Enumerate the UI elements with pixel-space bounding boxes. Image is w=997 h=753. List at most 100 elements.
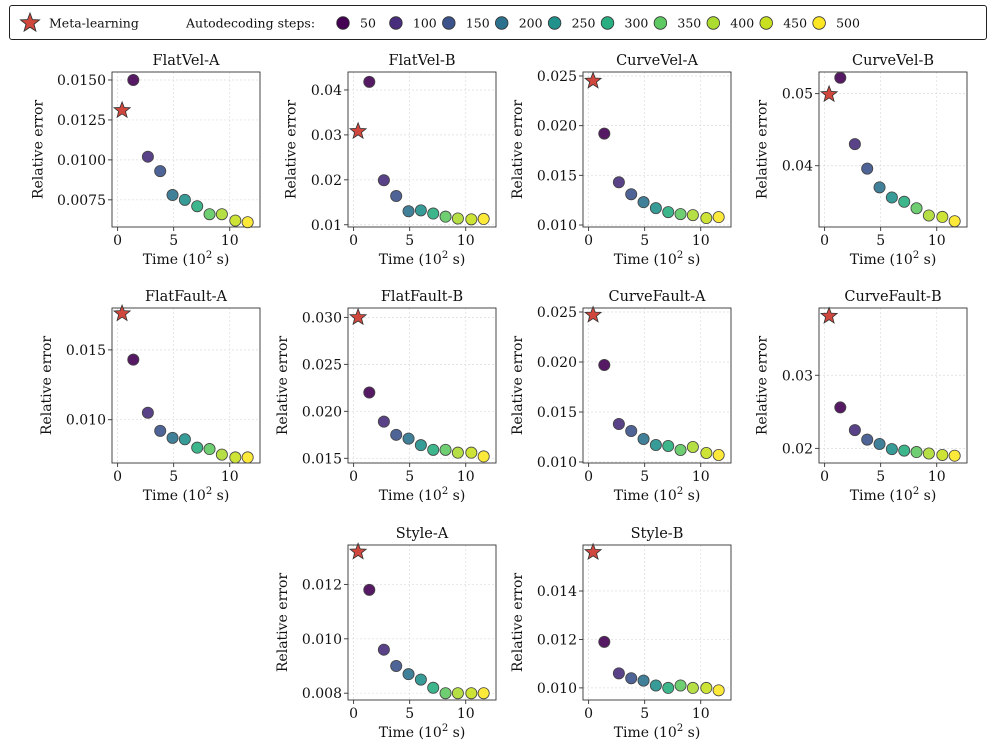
legend-steps-label: Autodecoding steps: <box>185 16 315 31</box>
data-point-step-150 <box>154 424 167 437</box>
x-axis-label: Time (102 s) <box>143 486 230 504</box>
data-point-step-250 <box>649 202 662 215</box>
data-point-step-150 <box>861 433 874 446</box>
x-axis-label-text: Time (10 <box>850 252 913 268</box>
x-axis-label-exponent: 2 <box>913 486 919 497</box>
axes-frame <box>347 307 497 464</box>
x-axis-label-exponent: 2 <box>442 486 448 497</box>
data-point-step-450 <box>936 210 949 223</box>
panel-curvefault-a: 0 5 10 0.010 0.015 0.020 0.025 CurveFault-A Time… <box>510 289 732 504</box>
x-tick-label: 10 <box>457 706 475 722</box>
x-axis-label-text: Time (10 <box>614 252 677 268</box>
y-tick-label: 0.015 <box>66 343 106 359</box>
panel-title: Style-A <box>396 526 449 542</box>
data-point-step-100 <box>141 406 154 419</box>
y-axis-label: Relative error <box>275 336 291 435</box>
y-tick-label: 0.04 <box>782 159 813 175</box>
x-axis-label-text: s) <box>683 252 700 268</box>
y-axis-label: Relative error <box>284 100 300 199</box>
axes-frame <box>818 307 968 464</box>
x-axis-label-exponent: 2 <box>206 486 212 497</box>
data-point-step-500 <box>712 684 725 697</box>
x-tick-label: 5 <box>640 233 649 249</box>
data-point-step-450 <box>465 213 478 226</box>
y-tick-label: 0.014 <box>537 584 577 600</box>
data-point-step-350 <box>203 208 216 221</box>
data-point-step-400 <box>451 212 464 225</box>
data-point-step-500 <box>477 687 490 700</box>
panel-flatvel-a: 0 5 10 0.0075 0.0100 0.0125 0.0150 FlatVel-A Tim… <box>30 53 261 268</box>
x-axis-label: Time (102 s) <box>379 723 466 741</box>
data-point-step-200 <box>873 181 886 194</box>
data-point-step-50 <box>834 71 847 84</box>
data-point-step-150 <box>861 162 874 175</box>
legend-step-label: 450 <box>783 16 807 31</box>
y-tick-label: 0.0125 <box>57 113 106 129</box>
panel-style-a: 0 5 10 0.008 0.010 0.012 Style-A Time (102 s) Re… <box>275 526 497 741</box>
x-axis-label: Time (102 s) <box>143 250 230 268</box>
legend-step-marker <box>653 16 668 30</box>
panel-title: CurveVel-A <box>616 53 698 69</box>
legend-step-label: 100 <box>413 16 437 31</box>
legend-step-label: 300 <box>625 16 649 31</box>
y-axis-label: Relative error <box>755 336 771 435</box>
y-tick-label: 0.010 <box>537 455 577 471</box>
x-axis-label-text: s) <box>212 252 229 268</box>
x-axis-label-text: s) <box>919 488 936 504</box>
y-tick-label: 0.0150 <box>57 73 106 89</box>
legend-step-marker <box>495 16 509 30</box>
data-point-step-300 <box>427 443 440 456</box>
data-point-meta-learning <box>583 71 603 89</box>
data-point-step-350 <box>439 687 452 700</box>
y-tick-label: 0.025 <box>537 305 577 321</box>
y-tick-label: 0.010 <box>537 681 577 697</box>
data-point-step-450 <box>229 214 242 227</box>
legend-items: Meta-learning Autodecoding steps: 50 100 150… <box>19 11 860 33</box>
legend-step-marker <box>442 16 456 30</box>
x-axis-label-text: s) <box>212 488 229 504</box>
legend-step-marker <box>600 16 615 30</box>
x-tick-label: 10 <box>692 233 710 249</box>
x-axis-label: Time (102 s) <box>379 486 466 504</box>
x-axis-label-text: Time (10 <box>143 252 206 268</box>
data-point-step-250 <box>414 439 427 452</box>
axes-frame <box>582 544 732 701</box>
y-tick-label: 0.012 <box>302 577 342 593</box>
y-tick-label: 0.010 <box>537 218 577 234</box>
data-point-step-150 <box>390 660 403 673</box>
axes-frame <box>111 71 261 228</box>
panel-title: FlatVel-A <box>153 53 220 69</box>
data-point-step-50 <box>127 73 140 86</box>
x-axis-label-text: Time (10 <box>379 252 442 268</box>
data-point-step-450 <box>936 448 949 461</box>
x-axis-label-text: Time (10 <box>614 488 677 504</box>
y-tick-label: 0.025 <box>537 69 577 85</box>
data-point-step-250 <box>649 438 662 451</box>
data-point-step-200 <box>402 205 415 218</box>
data-point-step-500 <box>241 451 254 464</box>
legend-step-label: 200 <box>519 16 543 31</box>
x-tick-label: 5 <box>405 469 414 485</box>
panel-flatfault-b: 0 5 10 0.015 0.020 0.025 0.030 FlatFault-B Time … <box>275 289 497 504</box>
data-point-step-400 <box>922 209 935 222</box>
data-point-step-100 <box>612 176 625 189</box>
data-point-step-150 <box>625 188 638 201</box>
legend-step-label: 50 <box>360 16 376 31</box>
data-point-step-300 <box>191 441 204 454</box>
y-tick-label: 0.008 <box>302 686 342 702</box>
data-point-step-500 <box>477 212 490 225</box>
panel-curvefault-b: 0 5 10 0.02 0.03 CurveFault-B Time (102 s) Rela… <box>755 289 968 504</box>
x-axis-label-exponent: 2 <box>913 250 919 261</box>
x-tick-label: 0 <box>349 706 358 722</box>
y-tick-label: 0.015 <box>537 168 577 184</box>
data-point-step-250 <box>178 193 191 206</box>
x-tick-label: 0 <box>113 469 122 485</box>
axes-frame <box>347 544 497 701</box>
data-point-step-350 <box>910 446 923 459</box>
data-point-meta-learning <box>819 84 839 103</box>
y-tick-label: 0.05 <box>782 87 813 103</box>
data-point-step-200 <box>402 432 415 445</box>
y-tick-label: 0.01 <box>311 218 342 234</box>
panel-flatfault-a: 0 5 10 0.010 0.015 FlatFault-A Time (102 s) Rel… <box>39 289 261 504</box>
y-axis-label: Relative error <box>510 573 526 672</box>
